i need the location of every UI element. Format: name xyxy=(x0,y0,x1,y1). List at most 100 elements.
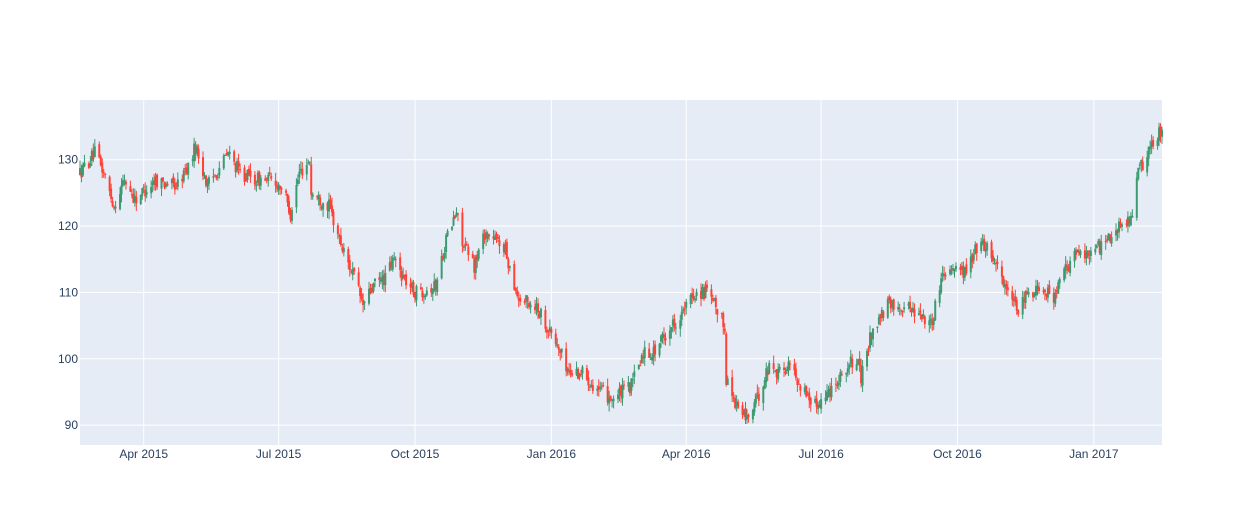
candle-body xyxy=(301,168,304,176)
candle-body xyxy=(571,373,574,376)
candle-body xyxy=(695,291,698,297)
candle-body xyxy=(765,368,768,383)
candle-body xyxy=(187,162,190,175)
x-axis-ticks[interactable]: Apr 2015 Jul 2015 Oct 2015 Jan 2016 Apr 2016… xyxy=(119,447,1118,461)
candle-body xyxy=(1094,248,1097,253)
candle-body xyxy=(710,289,713,297)
candle-body xyxy=(202,157,205,177)
candle-body xyxy=(1085,252,1088,259)
candle-body xyxy=(1089,250,1092,257)
candle-body xyxy=(390,261,393,268)
candle-body xyxy=(135,196,138,204)
candle-body xyxy=(1023,299,1026,302)
candle-body xyxy=(409,283,412,288)
candle-body xyxy=(597,386,600,390)
candle-body xyxy=(664,337,667,341)
candle-body xyxy=(1110,237,1113,244)
candle-body xyxy=(1027,291,1030,295)
candle-body xyxy=(882,311,885,319)
candle-body xyxy=(869,332,872,349)
candle-body xyxy=(279,185,282,190)
candle-body xyxy=(384,272,387,286)
candle-body xyxy=(587,377,590,386)
candle-body xyxy=(326,202,329,211)
candle-body xyxy=(857,359,860,365)
candle-body xyxy=(1150,141,1153,148)
candle-body xyxy=(870,334,873,340)
candle-body xyxy=(1024,290,1027,303)
candle-body xyxy=(1138,164,1141,166)
candle-body xyxy=(637,364,640,369)
candle-body xyxy=(369,287,372,294)
candle-body xyxy=(617,394,620,400)
candle-body xyxy=(258,171,261,187)
candle-body xyxy=(783,367,786,370)
candle-body xyxy=(1149,147,1152,150)
candle-body xyxy=(796,379,799,385)
candle-body xyxy=(305,165,308,175)
candle-body xyxy=(674,327,677,329)
candle-body xyxy=(285,190,288,193)
candle-body xyxy=(788,363,791,365)
candle-body xyxy=(903,307,906,310)
candle-body xyxy=(980,241,983,251)
candle-body xyxy=(379,279,382,282)
candle-body xyxy=(234,163,237,173)
candle-body xyxy=(965,264,968,274)
candle-body xyxy=(197,148,200,159)
candle-body xyxy=(722,313,725,328)
candle-body xyxy=(827,390,830,392)
candle-body xyxy=(287,200,290,214)
candle-body xyxy=(725,333,728,385)
candle-body xyxy=(436,279,439,292)
candle-body xyxy=(79,168,81,176)
candle-body xyxy=(756,392,759,394)
y-axis-ticks[interactable]: 90 100 110 120 130 xyxy=(58,153,78,432)
candle-body xyxy=(1002,276,1005,286)
candle-body xyxy=(953,269,956,271)
candle-body xyxy=(502,244,505,253)
candle-body xyxy=(299,168,302,171)
candle-body xyxy=(290,209,293,221)
candle-body xyxy=(430,288,433,293)
candle-body xyxy=(694,298,697,301)
candle-body xyxy=(649,359,652,361)
x-tick-label: Jul 2016 xyxy=(798,447,844,461)
candle-body xyxy=(651,356,654,361)
candle-body xyxy=(910,309,913,313)
candle-body xyxy=(104,173,107,175)
candle-body xyxy=(683,308,686,310)
candle-body xyxy=(194,145,197,154)
candle-body xyxy=(932,318,935,325)
candle-body xyxy=(554,333,557,345)
candle-body xyxy=(1098,240,1101,253)
candle-body xyxy=(824,397,827,402)
candle-body xyxy=(994,263,997,265)
candle-body xyxy=(513,264,516,290)
candle-body xyxy=(467,246,470,255)
candle-body xyxy=(405,274,408,286)
candle-body xyxy=(547,330,550,332)
candle-body xyxy=(900,310,903,312)
candle-body xyxy=(204,175,207,186)
candle-body xyxy=(421,290,424,298)
candle-body xyxy=(265,178,268,180)
candle-body xyxy=(123,180,126,182)
candle-body xyxy=(848,364,851,369)
candle-body xyxy=(871,328,874,340)
candle-body xyxy=(133,196,136,202)
candle-body xyxy=(456,213,459,215)
candle-body xyxy=(1086,250,1089,257)
candle-body xyxy=(778,366,781,370)
candle-body xyxy=(203,177,206,179)
candle-body xyxy=(419,287,422,290)
candle-body xyxy=(342,248,345,253)
candle-body xyxy=(828,388,831,397)
candle-body xyxy=(1116,229,1119,233)
candle-body xyxy=(162,177,165,182)
candle-body xyxy=(612,398,615,402)
candle-body xyxy=(181,178,184,182)
candle-body xyxy=(307,162,310,164)
candle-body xyxy=(372,283,375,292)
candle-body xyxy=(246,170,249,180)
